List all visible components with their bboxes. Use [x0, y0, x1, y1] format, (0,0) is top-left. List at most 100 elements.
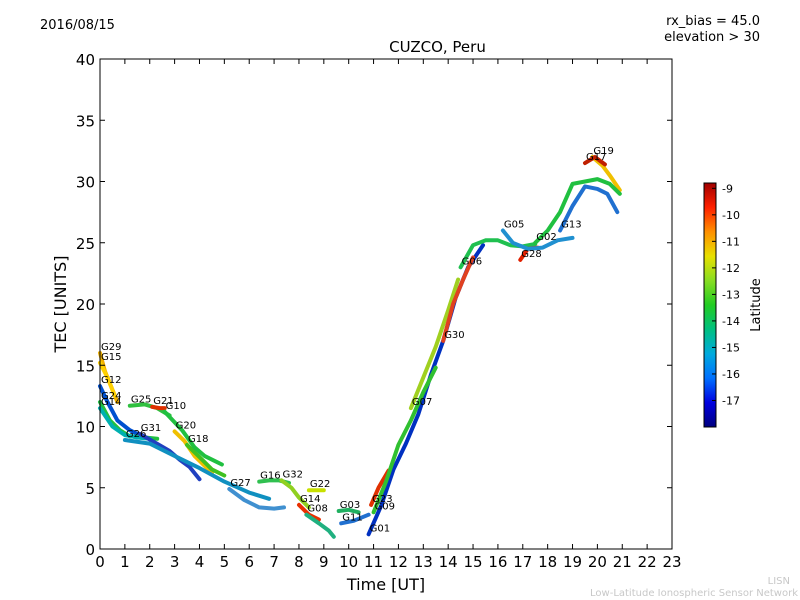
series-label-g06: G06	[462, 256, 482, 267]
credit-long: Low-Latitude Ionospheric Sensor Network	[590, 588, 798, 599]
x-tick-label: 0	[95, 553, 105, 571]
series-label-g09: G09	[375, 501, 395, 512]
x-tick-label: 16	[488, 553, 507, 571]
colorbar-tick-label: -10	[722, 209, 740, 222]
elevation-annotation: elevation > 30	[664, 30, 760, 45]
x-tick-label: 13	[414, 553, 433, 571]
x-tick-label: 18	[538, 553, 557, 571]
series-label-g17: G17	[586, 152, 606, 163]
series-label-g20: G20	[176, 420, 196, 431]
series-label-g03: G03	[340, 500, 360, 511]
series-track-g02	[533, 177, 622, 245]
colorbar-tick-label: -17	[722, 394, 740, 407]
y-axis-label: TEC [UNITS]	[51, 256, 70, 354]
x-tick-label: 21	[613, 553, 632, 571]
series-label-g15: G15	[101, 352, 121, 363]
series-label-g19: G19	[593, 146, 613, 157]
series-label-g30: G30	[444, 330, 464, 341]
series-label-g22: G22	[310, 479, 330, 490]
series-label-g14: G14	[101, 397, 121, 408]
credit-short: LISN	[767, 576, 790, 587]
series-label-g12: G12	[101, 375, 121, 386]
series-label-g16: G16	[260, 471, 280, 482]
series-track-g05	[500, 228, 575, 251]
series-label-g14: G14	[300, 494, 320, 505]
series-label-g18: G18	[188, 434, 208, 445]
colorbar-tick-label: -9	[722, 182, 733, 195]
x-tick-label: 9	[319, 553, 329, 571]
series-track-g12	[98, 384, 147, 440]
y-tick-label: 10	[76, 419, 95, 437]
y-tick-label: 15	[76, 357, 95, 375]
x-tick-label: 15	[463, 553, 482, 571]
x-tick-label: 22	[638, 553, 657, 571]
x-tick-label: 12	[389, 553, 408, 571]
x-tick-label: 20	[588, 553, 607, 571]
series-label-g10: G10	[166, 401, 186, 412]
series-label-g32: G32	[283, 469, 303, 480]
x-tick-label: 14	[439, 553, 458, 571]
series-track-g09	[371, 365, 438, 515]
series-track-g30	[441, 255, 475, 343]
y-tick-label: 40	[76, 51, 95, 69]
series-label-g29: G29	[101, 342, 121, 353]
y-tick-label: 35	[76, 112, 95, 130]
series-track-g26	[122, 438, 272, 501]
colorbar-tick-label: -11	[722, 235, 740, 248]
x-tick-label: 23	[662, 553, 681, 571]
series-label-g25: G25	[131, 395, 151, 406]
y-tick-label: 25	[76, 235, 95, 253]
series-label-g21: G21	[153, 396, 173, 407]
x-tick-label: 1	[120, 553, 130, 571]
colorbar-label: Latitude	[749, 278, 764, 332]
colorbar	[703, 182, 717, 428]
rx-bias-annotation: rx_bias = 45.0	[666, 14, 760, 29]
series-track-g17	[583, 155, 607, 167]
x-tick-label: 5	[220, 553, 230, 571]
x-tick-label: 11	[364, 553, 383, 571]
colorbar-tick-label: -15	[722, 341, 740, 354]
colorbar-tick-label: -16	[722, 368, 740, 381]
y-tick-label: 20	[76, 296, 95, 314]
series-track-g18	[185, 442, 227, 478]
y-tick-label: 5	[85, 480, 95, 498]
series-label-g24: G24	[101, 391, 121, 402]
series-track-g14	[98, 406, 152, 441]
series-label-g11: G11	[342, 512, 362, 523]
series-label-g05: G05	[504, 220, 524, 231]
x-tick-label: 17	[513, 553, 532, 571]
x-tick-label: 7	[269, 553, 279, 571]
series-track-g23	[369, 468, 391, 507]
series-label-g28: G28	[521, 249, 541, 260]
series-track-g15	[98, 360, 117, 398]
x-tick-label: 2	[145, 553, 155, 571]
series-track-g03	[336, 507, 361, 515]
x-tick-label: 4	[195, 553, 205, 571]
series-track-g21	[150, 404, 167, 411]
x-tick-label: 6	[244, 553, 254, 571]
series-label-g23: G23	[372, 494, 392, 505]
colorbar-tick-label: -12	[722, 262, 740, 275]
series-label-g08: G08	[307, 504, 327, 515]
series-track-g20	[172, 429, 214, 476]
series-track-g10	[162, 409, 224, 467]
y-tick-label: 0	[85, 541, 95, 559]
y-tick-label: 30	[76, 174, 95, 192]
series-label-g27: G27	[230, 478, 250, 489]
series-track-g27	[227, 487, 286, 511]
chart-title: CUZCO, Peru	[389, 38, 486, 56]
series-label-g02: G02	[536, 232, 556, 243]
series-label-g26: G26	[126, 429, 146, 440]
series-track-g32	[279, 478, 311, 510]
series-track-g07	[408, 277, 461, 411]
x-axis-label: Time [UT]	[346, 575, 425, 594]
date-label: 2016/08/15	[40, 18, 115, 33]
colorbar-tick-label: -14	[722, 315, 740, 328]
series-track-g13	[558, 184, 620, 233]
series-track-g08	[304, 512, 336, 539]
x-tick-label: 19	[563, 553, 582, 571]
series-label-g13: G13	[561, 220, 581, 231]
x-tick-label: 10	[339, 553, 358, 571]
series-track-g11	[339, 512, 371, 526]
